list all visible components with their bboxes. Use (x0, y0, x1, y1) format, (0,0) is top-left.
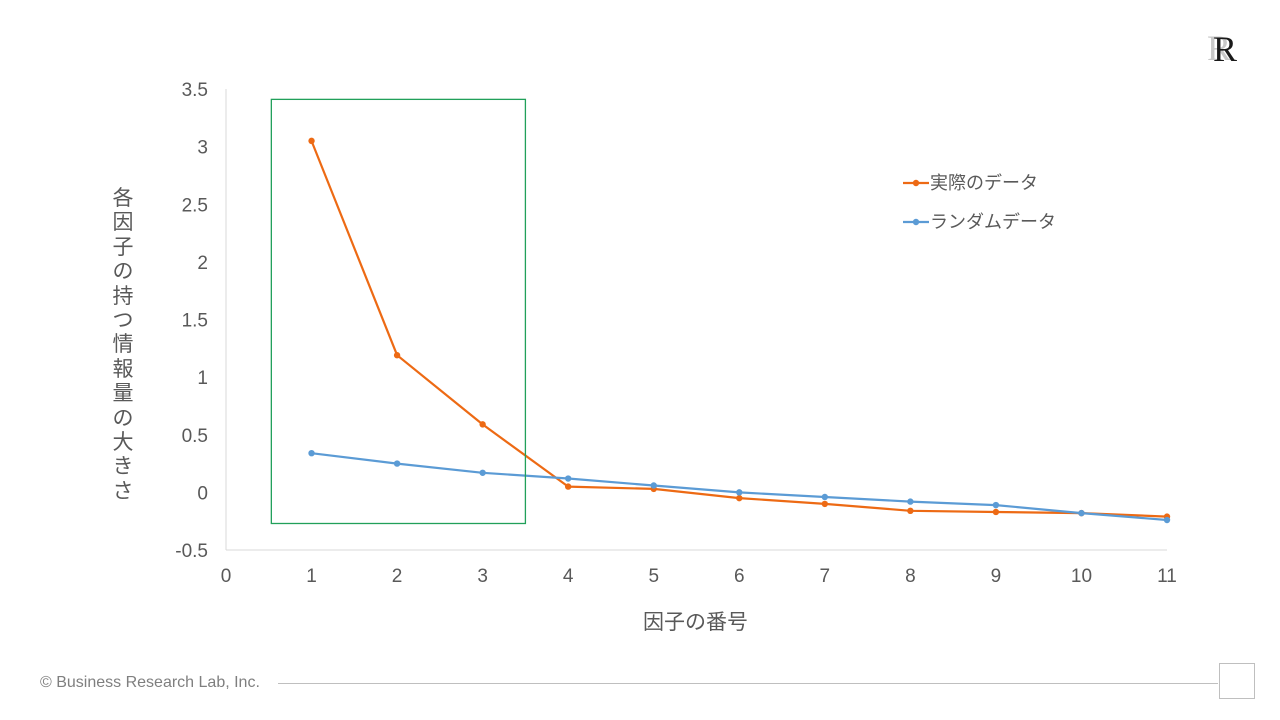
x-tick-label: 8 (905, 566, 916, 587)
data-point (393, 352, 401, 359)
x-tick-label: 2 (392, 566, 403, 587)
x-tick-label: 5 (648, 566, 659, 587)
svg-text:R: R (1213, 29, 1237, 67)
legend-label: ランダムデータ (930, 212, 1056, 233)
y-tick-label: 2.5 (182, 195, 208, 216)
legend-swatch-marker (912, 179, 920, 187)
series-line (311, 452, 1168, 522)
x-axis-title: 因子の番号 (643, 610, 748, 634)
footer-divider (278, 683, 1218, 684)
x-tick-label: 0 (221, 566, 232, 587)
x-tick-label: 10 (1071, 566, 1092, 587)
data-point (564, 483, 572, 490)
data-point (1078, 509, 1085, 517)
data-point (479, 469, 486, 476)
page-number-box (1219, 663, 1255, 699)
data-point (308, 137, 315, 145)
data-point (564, 475, 572, 482)
svg-text:R: R (1207, 28, 1231, 67)
x-tick-label: 11 (1157, 566, 1177, 587)
x-tick-label: 3 (477, 566, 488, 587)
x-tick-label: 7 (820, 566, 831, 587)
y-axis-title: 各因子の持つ情報量の大きさ (112, 186, 134, 503)
y-tick-label: 0 (197, 483, 208, 504)
x-tick-label: 4 (563, 566, 574, 587)
y-tick-label: 1.5 (182, 311, 208, 332)
data-point (821, 500, 829, 508)
copyright-text: © Business Research Lab, Inc. (40, 674, 260, 691)
data-point (393, 460, 401, 467)
data-point (1163, 516, 1171, 524)
series-line (310, 140, 1168, 518)
data-point (479, 421, 486, 428)
x-tick-label: 6 (734, 566, 745, 587)
company-logo: R R (1207, 28, 1237, 67)
y-tick-label: 3 (197, 138, 208, 159)
x-tick-label: 1 (306, 566, 317, 587)
data-point (821, 493, 829, 501)
x-tick-label: 9 (991, 566, 1002, 587)
data-point (736, 494, 743, 502)
legend-label: 実際のデータ (930, 173, 1038, 194)
y-tick-label: 2 (197, 253, 208, 274)
y-tick-label: 0.5 (182, 426, 208, 447)
data-point (907, 507, 914, 515)
data-point (736, 489, 743, 496)
data-point (308, 449, 315, 457)
data-point (907, 498, 914, 505)
y-tick-label: -0.5 (175, 541, 208, 562)
highlight-box (270, 98, 527, 525)
y-tick-label: 1 (197, 368, 208, 389)
y-tick-label: 3.5 (182, 80, 208, 101)
legend-swatch-marker (912, 218, 920, 226)
data-point (650, 482, 657, 489)
data-point (992, 501, 1000, 509)
data-point (992, 508, 1000, 516)
